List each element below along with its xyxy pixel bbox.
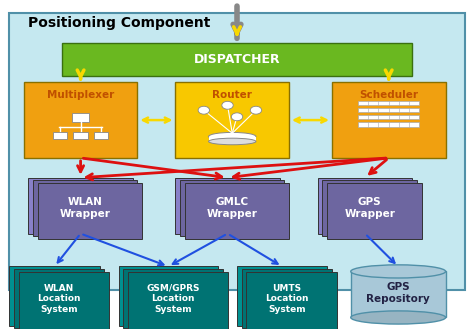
Bar [237,266,327,326]
Ellipse shape [209,133,256,141]
Bar [318,178,412,234]
Bar [175,82,289,158]
Circle shape [198,106,210,114]
Circle shape [222,101,233,109]
Text: GMLC
Wrapper: GMLC Wrapper [207,197,258,219]
Ellipse shape [351,311,446,324]
Text: Multiplexer: Multiplexer [47,90,114,100]
Bar [327,183,422,239]
Bar [180,180,284,236]
Bar [123,269,223,328]
Bar [358,108,419,112]
Bar [28,178,133,234]
Bar [246,272,337,329]
Bar [322,180,417,236]
Bar [19,272,109,329]
Circle shape [250,106,262,114]
Text: GPS
Wrapper: GPS Wrapper [344,197,395,219]
Bar [14,269,104,328]
Bar [62,43,412,76]
Text: DISPATCHER: DISPATCHER [194,53,280,66]
Bar [24,82,137,158]
Bar [128,272,228,329]
Ellipse shape [351,265,446,278]
Bar [94,132,108,139]
Bar [242,269,332,328]
Bar [72,113,89,122]
Bar [175,178,280,234]
Bar [358,101,419,105]
Bar [53,132,67,139]
Bar [9,13,465,290]
Text: GSM/GPRS
Location
System: GSM/GPRS Location System [146,284,200,314]
Bar [351,271,446,317]
Text: UMTS
Location
System: UMTS Location System [265,284,309,314]
Bar [73,132,88,139]
Ellipse shape [209,138,256,145]
Text: Scheduler: Scheduler [359,90,418,100]
Bar [38,183,142,239]
Text: GPS
Repository: GPS Repository [366,282,430,304]
Bar [332,82,446,158]
Text: Positioning Component: Positioning Component [28,16,211,30]
Text: WLAN
Location
System: WLAN Location System [37,284,81,314]
Bar [9,266,100,326]
Bar [358,122,419,127]
Bar [185,183,289,239]
Bar [209,137,256,141]
Bar [118,266,218,326]
Text: Router: Router [212,90,252,100]
Bar [358,115,419,119]
Circle shape [231,113,243,121]
Bar [33,180,137,236]
Text: WLAN
Wrapper: WLAN Wrapper [60,197,111,219]
